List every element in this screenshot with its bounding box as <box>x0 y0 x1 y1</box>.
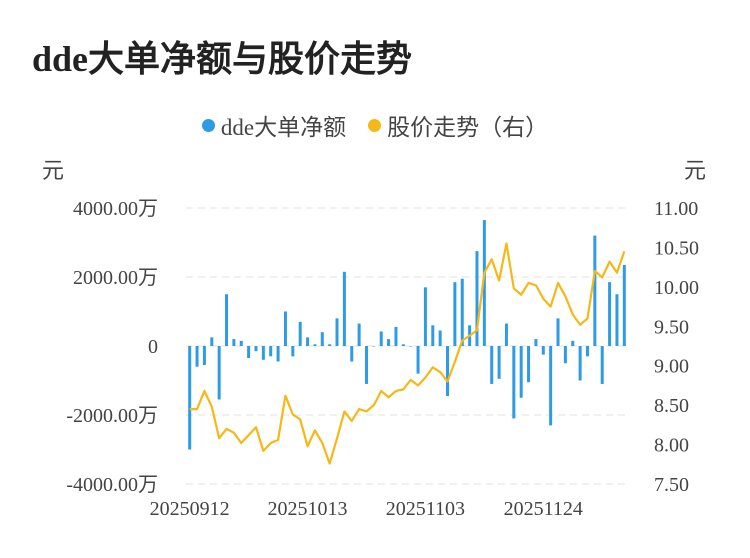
chart-title: dde大单净额与股价走势 <box>32 39 413 79</box>
x-tick-label: 20251103 <box>386 498 465 520</box>
bar <box>497 346 501 379</box>
right-tick-label: 9.00 <box>654 356 689 378</box>
bar <box>313 344 317 346</box>
bar <box>328 344 332 346</box>
right-axis-ticks: 11.00 10.50 10.00 9.50 9.00 8.50 8.00 7.50 <box>654 198 699 496</box>
bar <box>342 271 346 346</box>
bar-series <box>188 220 626 450</box>
right-tick-label: 7.50 <box>654 474 689 496</box>
legend-label-dde: dde大单净额 <box>220 115 347 140</box>
bar <box>460 278 464 346</box>
bar <box>387 339 391 346</box>
bar <box>232 339 236 346</box>
bar <box>202 346 206 365</box>
bar <box>453 282 457 346</box>
bar <box>335 318 339 346</box>
x-tick-label: 20250912 <box>150 498 230 520</box>
bar <box>225 294 229 346</box>
bar <box>534 339 538 346</box>
right-tick-label: 9.50 <box>654 316 689 338</box>
bar <box>261 346 265 360</box>
bar <box>563 346 567 364</box>
left-tick-label: -4000.00万 <box>66 474 158 496</box>
bar <box>504 323 508 346</box>
bar <box>608 282 612 346</box>
legend-dot-dde-icon <box>201 118 215 132</box>
bar <box>298 321 302 346</box>
bar <box>276 346 280 362</box>
right-tick-label: 10.50 <box>654 237 699 259</box>
bar <box>357 323 361 346</box>
legend-item-price[interactable]: 股价走势（右） <box>368 108 548 142</box>
right-axis-unit: 元 <box>684 158 706 183</box>
bar <box>379 331 383 346</box>
bar <box>622 264 626 346</box>
bar <box>350 346 354 362</box>
bar <box>401 344 405 346</box>
bar <box>188 346 192 450</box>
bar <box>438 330 442 346</box>
legend-label-price: 股价走势（右） <box>387 115 549 140</box>
grid-lines <box>186 207 628 485</box>
bar <box>615 294 619 346</box>
left-tick-label: -2000.00万 <box>66 405 158 427</box>
bar <box>556 318 560 346</box>
bar <box>482 220 486 346</box>
bar <box>416 346 420 374</box>
bar <box>423 287 427 346</box>
right-tick-label: 11.00 <box>654 198 698 220</box>
bar <box>431 325 435 346</box>
bar <box>490 346 494 384</box>
bar <box>446 346 450 397</box>
bar <box>217 346 221 400</box>
bar <box>239 340 243 346</box>
bar <box>541 346 545 355</box>
legend: dde大单净额 股价走势（右） <box>0 108 750 142</box>
x-axis-ticks: 20250912 20251013 20251103 20251124 <box>150 498 583 520</box>
bar <box>254 346 258 352</box>
bar <box>306 337 310 346</box>
x-tick-label: 20251124 <box>504 498 583 520</box>
price-line <box>189 242 626 465</box>
left-axis-unit: 元 <box>42 158 64 183</box>
left-axis-ticks: 4000.00万 2000.00万 0 -2000.00万 -4000.00万 <box>66 198 158 496</box>
bar <box>247 346 251 359</box>
bar <box>512 346 516 419</box>
bar <box>269 346 273 357</box>
bar <box>519 346 523 398</box>
bar <box>578 346 582 381</box>
bar <box>475 251 479 346</box>
bar <box>527 346 531 383</box>
bar <box>291 346 295 357</box>
bar <box>372 346 376 347</box>
bar <box>600 346 604 384</box>
bar <box>409 346 413 347</box>
right-tick-label: 8.50 <box>654 395 689 417</box>
bar <box>283 311 287 346</box>
bar <box>593 235 597 346</box>
left-tick-label: 2000.00万 <box>73 267 158 289</box>
legend-item-dde[interactable]: dde大单净额 <box>201 108 347 142</box>
bar <box>320 332 324 346</box>
bar <box>549 346 553 426</box>
bar <box>571 340 575 346</box>
bar <box>364 346 368 384</box>
bar <box>394 327 398 346</box>
left-tick-label: 4000.00万 <box>73 198 158 220</box>
legend-dot-price-icon <box>368 118 382 132</box>
right-tick-label: 8.00 <box>654 435 689 457</box>
x-tick-label: 20251013 <box>268 498 348 520</box>
bar <box>195 346 199 367</box>
bar <box>210 337 214 346</box>
bar <box>585 346 589 357</box>
right-tick-label: 10.00 <box>654 277 699 299</box>
left-tick-label: 0 <box>148 336 158 358</box>
